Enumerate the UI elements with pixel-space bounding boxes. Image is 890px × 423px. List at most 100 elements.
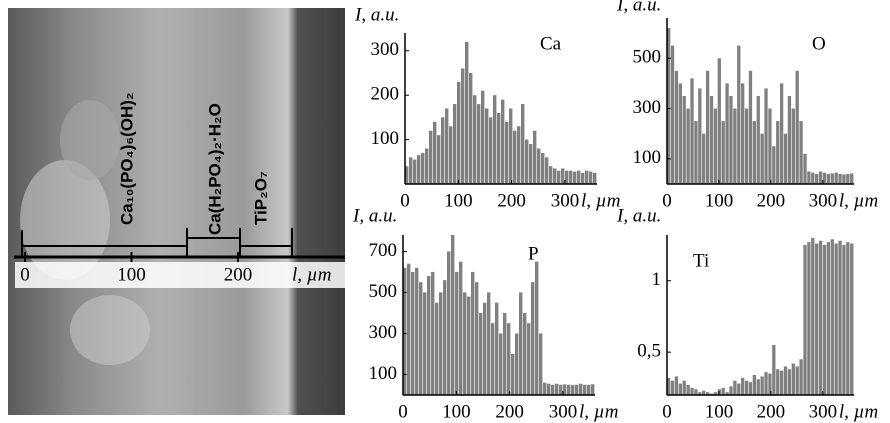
- bar: [729, 386, 733, 395]
- bar: [497, 112, 501, 184]
- bar: [772, 345, 776, 395]
- y-axis-label: I, a.u.: [616, 0, 661, 15]
- bar: [760, 376, 764, 395]
- y-tick-label: 300: [633, 97, 662, 118]
- bar: [415, 267, 419, 395]
- bar: [709, 95, 714, 184]
- bar: [423, 292, 427, 395]
- bar: [713, 392, 718, 395]
- bar: [579, 383, 583, 395]
- bar: [768, 373, 772, 395]
- bar: [815, 173, 819, 184]
- bar: [429, 130, 433, 184]
- bar: [483, 302, 487, 395]
- bar: [760, 133, 764, 184]
- bar: [471, 271, 475, 395]
- bar: [756, 379, 760, 395]
- bar: [733, 380, 737, 395]
- bar: [705, 70, 710, 184]
- bar: [435, 302, 439, 395]
- bar: [447, 251, 451, 395]
- bar: [487, 292, 491, 395]
- bar: [764, 372, 768, 395]
- bar: [557, 170, 561, 184]
- bar: [405, 166, 409, 184]
- x-axis-label: l, µm: [579, 401, 618, 422]
- bar: [815, 243, 819, 395]
- bar: [473, 95, 477, 184]
- scale-background: [15, 262, 345, 288]
- bar: [545, 157, 549, 184]
- y-tick-label: 0,5: [637, 341, 661, 362]
- bar: [525, 139, 529, 184]
- bar: [581, 172, 585, 184]
- bar: [737, 383, 741, 395]
- bar: [511, 353, 515, 395]
- y-tick-label: 200: [371, 84, 400, 105]
- bar: [674, 376, 679, 395]
- bar: [451, 235, 455, 395]
- bar: [705, 392, 710, 395]
- sem-image: Ca₁₀(PO₄)₆(OH)₂ Ca(H₂PO₄)₂·H₂O TiP₂O₇: [8, 8, 345, 415]
- bar: [535, 261, 539, 395]
- y-axis-label: I, a.u.: [352, 205, 397, 226]
- bar: [846, 242, 850, 395]
- bar: [811, 172, 815, 184]
- bar: [686, 108, 690, 184]
- x-axis-label: l, µm: [839, 190, 878, 211]
- particle: [60, 100, 120, 180]
- bar: [561, 168, 565, 184]
- bar: [776, 121, 780, 184]
- bar: [846, 173, 850, 184]
- bar: [822, 172, 827, 184]
- bar: [553, 168, 557, 184]
- bar: [489, 117, 493, 184]
- y-tick-label: 500: [369, 281, 398, 302]
- particle: [20, 160, 110, 280]
- x-tick-label: 300: [551, 190, 580, 211]
- y-axis-label: I, a.u.: [616, 205, 661, 226]
- bar: [690, 78, 694, 184]
- bar: [491, 323, 495, 395]
- bar: [499, 333, 503, 395]
- bar: [721, 387, 725, 395]
- x-tick-label: 200: [757, 190, 786, 211]
- bar: [850, 173, 854, 184]
- bar: [509, 108, 513, 184]
- bar: [445, 108, 449, 184]
- bar: [795, 366, 799, 395]
- x-tick-label: 0: [662, 190, 672, 211]
- bar: [811, 237, 815, 395]
- bar: [463, 292, 467, 395]
- bar: [495, 302, 499, 395]
- bar: [555, 383, 559, 395]
- bar: [721, 121, 725, 184]
- y-tick-label: 100: [371, 128, 400, 149]
- bar: [427, 276, 431, 395]
- bar: [551, 384, 555, 395]
- y-tick-label: 300: [369, 322, 398, 343]
- bar: [667, 377, 671, 395]
- bar: [795, 70, 799, 184]
- bar: [539, 333, 543, 395]
- bar: [465, 41, 469, 184]
- bar: [694, 389, 698, 395]
- particle: [70, 295, 150, 365]
- chart-title: P: [528, 243, 539, 264]
- bar: [748, 70, 753, 184]
- bar: [670, 45, 675, 184]
- bar: [433, 121, 437, 184]
- bar: [678, 83, 682, 184]
- bar: [549, 166, 553, 184]
- y-tick-label: 500: [633, 47, 662, 68]
- bar: [403, 267, 407, 395]
- bar: [481, 90, 485, 184]
- bar: [567, 384, 571, 395]
- scale-label: 200: [224, 264, 253, 285]
- bar: [485, 108, 489, 184]
- bar: [799, 359, 803, 395]
- bar: [830, 173, 834, 184]
- bar: [575, 384, 579, 395]
- layer-brackets: [14, 228, 345, 259]
